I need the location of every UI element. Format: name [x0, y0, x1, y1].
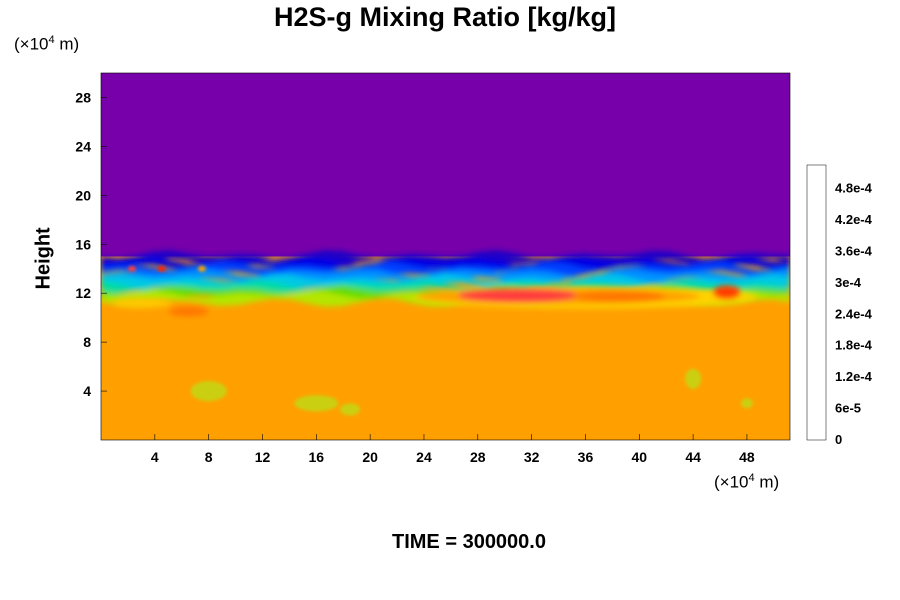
x-tick-label: 48 — [739, 449, 755, 465]
field-blob — [685, 368, 702, 389]
x-tick-label: 12 — [255, 449, 271, 465]
x-tick-label: 40 — [631, 449, 647, 465]
y-tick-label: 16 — [75, 236, 91, 252]
lower-blobs — [190, 368, 753, 416]
colorbar-tick-label: 2.4e-4 — [835, 306, 873, 321]
y-tick-label: 4 — [83, 383, 91, 399]
transition-layer — [101, 256, 790, 273]
spots — [127, 265, 206, 272]
y-tick-label: 28 — [75, 89, 91, 105]
x-tick-label: 32 — [524, 449, 540, 465]
plot-frame — [100, 72, 791, 441]
field-blob — [294, 395, 339, 412]
plume-right — [712, 285, 741, 300]
y-unit-label: (×104 m) — [14, 34, 80, 54]
colorbar-tick-label: 4.8e-4 — [835, 181, 873, 196]
colorbar-tick-label: 4.2e-4 — [835, 212, 873, 227]
colorbar-frame — [806, 164, 827, 441]
x-tick-label: 28 — [470, 449, 486, 465]
time-label: TIME = 300000.0 — [392, 531, 546, 553]
x-tick-label: 36 — [578, 449, 594, 465]
x-tick-label: 16 — [309, 449, 325, 465]
field-blob — [339, 403, 360, 416]
colorbar-tick-label: 3e-4 — [835, 275, 862, 290]
plume-left-2 — [111, 297, 172, 308]
colorbar-tick-label: 0 — [835, 432, 842, 447]
x-unit-label: (×104 m) — [714, 472, 780, 492]
x-tick-label: 24 — [416, 449, 432, 465]
y-tick-label: 8 — [83, 334, 91, 350]
y-tick-label: 24 — [75, 138, 91, 154]
field-blob — [740, 398, 753, 409]
colorbar-tick-label: 1.8e-4 — [835, 338, 873, 353]
x-tick-label: 8 — [205, 449, 213, 465]
x-tick-label: 4 — [151, 449, 159, 465]
colorbar-tick-label: 1.2e-4 — [835, 369, 873, 384]
y-tick-label: 12 — [75, 285, 91, 301]
colorbar-tick-label: 3.6e-4 — [835, 243, 873, 258]
plot-area — [101, 73, 790, 440]
chart-title: H2S-g Mixing Ratio [kg/kg] — [273, 2, 616, 32]
x-tick-label: 20 — [362, 449, 378, 465]
hot-spot — [197, 265, 206, 272]
upper-field — [101, 73, 790, 257]
enhanced-layer — [111, 285, 757, 317]
field-blob — [190, 381, 227, 402]
y-tick-label: 20 — [75, 187, 91, 203]
hot-spot — [127, 265, 136, 272]
plume-left — [168, 306, 209, 317]
hot-spot — [157, 265, 166, 272]
colorbar: 0 6e-5 1.2e-4 1.8e-4 2.4e-4 3e-4 3.6e-4 4.2e-4 4… — [806, 164, 873, 447]
plume-core — [458, 288, 579, 303]
x-tick-label: 44 — [685, 449, 701, 465]
colorbar-tick-label: 6e-5 — [835, 401, 861, 416]
plume-core-2 — [574, 290, 665, 303]
